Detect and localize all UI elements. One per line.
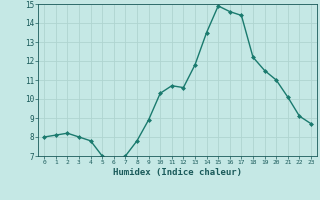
X-axis label: Humidex (Indice chaleur): Humidex (Indice chaleur)	[113, 168, 242, 177]
